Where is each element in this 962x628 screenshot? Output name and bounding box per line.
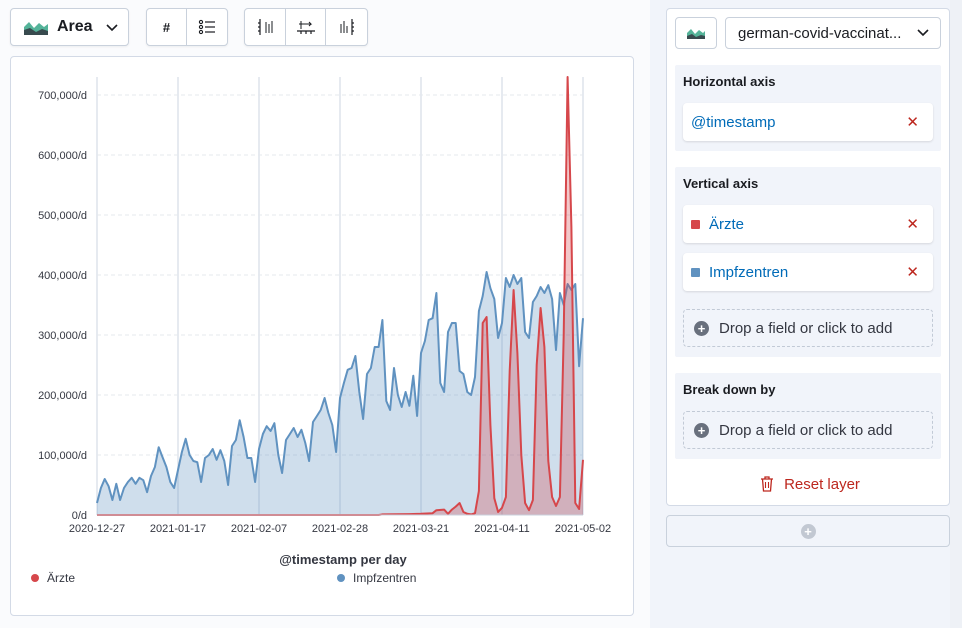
datasource-select[interactable]: german-covid-vaccinat...	[725, 17, 941, 49]
series-line-1[interactable]	[96, 271, 584, 504]
x-tick-label: 2021-04-11	[474, 523, 529, 535]
y-tick-label: 0/d	[72, 510, 87, 522]
axis-left-icon	[257, 19, 273, 35]
reset-layer-button[interactable]: Reset layer	[667, 475, 951, 493]
chart-type-label: Area	[57, 18, 93, 35]
y-tick-label: 100,000/d	[38, 450, 87, 462]
drop-zone-label: Drop a field or click to add	[719, 319, 893, 337]
horizontal-axis-title: Horizontal axis	[683, 74, 776, 89]
remove-icon[interactable]: ✕	[906, 216, 919, 233]
axis-options-group	[244, 8, 368, 46]
x-tick-label: 2021-02-07	[231, 523, 287, 535]
horizontal-axis-field[interactable]: @timestamp ✕	[683, 103, 933, 141]
layer-panel: german-covid-vaccinat... Horizontal axis…	[666, 8, 950, 506]
vertical-axis-section: Vertical axis Ärzte ✕ Impfzentren ✕ + Dr…	[675, 167, 941, 357]
axis-right-icon	[340, 19, 354, 35]
chart-panel: 0/d 100,000/d 200,000/d 300,000/d 400,000/d 5…	[10, 56, 634, 616]
value-labels-button[interactable]: #	[147, 9, 188, 45]
x-tick-label: 2021-03-21	[393, 523, 449, 535]
value-labels-glyph: #	[162, 19, 171, 35]
y-tick-label: 500,000/d	[38, 210, 87, 222]
legend-button[interactable]	[187, 9, 227, 45]
list-icon	[198, 19, 215, 35]
layer-chart-type-button[interactable]	[675, 17, 717, 49]
x-axis-title: @timestamp per day	[279, 552, 407, 567]
x-tick-label: 2021-05-02	[555, 523, 611, 535]
vertical-axis-field-aerzte[interactable]: Ärzte ✕	[683, 205, 933, 243]
reset-layer-label: Reset layer	[784, 475, 860, 493]
remove-icon[interactable]: ✕	[906, 264, 919, 281]
chart-type-button[interactable]: Area	[10, 8, 129, 46]
axis-bottom-icon	[296, 21, 315, 34]
add-icon: +	[694, 320, 709, 336]
add-icon: +	[800, 523, 816, 539]
bottom-axis-button[interactable]	[286, 9, 327, 45]
vertical-axis-field-label: Ärzte	[709, 215, 745, 233]
series-area-1	[97, 272, 583, 515]
legend-item[interactable]: Ärzte	[47, 571, 75, 585]
x-tick-label: 2020-12-27	[69, 523, 125, 535]
y-tick-label: 300,000/d	[38, 330, 87, 342]
legend-swatch	[31, 574, 39, 582]
legend-item[interactable]: Impfzentren	[353, 571, 416, 585]
y-tick-label: 200,000/d	[38, 390, 87, 402]
break-down-drop-zone[interactable]: + Drop a field or click to add	[683, 411, 933, 449]
area-chart[interactable]: 0/d 100,000/d 200,000/d 300,000/d 400,000/d 5…	[11, 57, 633, 615]
vertical-axis-title: Vertical axis	[683, 176, 759, 191]
series-color-swatch	[691, 219, 700, 229]
add-layer-button[interactable]: +	[666, 515, 950, 547]
area-chart-icon	[687, 29, 705, 39]
vertical-axis-field-impfzentren[interactable]: Impfzentren ✕	[683, 253, 933, 291]
break-down-title: Break down by	[683, 382, 776, 397]
chevron-down-icon	[917, 29, 929, 37]
legend-swatch	[337, 574, 345, 582]
vertical-axis-field-label: Impfzentren	[709, 263, 789, 281]
series-color-swatch	[691, 267, 700, 277]
left-axis-button[interactable]	[245, 9, 286, 45]
y-tick-label: 700,000/d	[38, 90, 87, 102]
x-tick-label: 2021-02-28	[312, 523, 368, 535]
y-tick-label: 600,000/d	[38, 150, 87, 162]
y-tick-label: 400,000/d	[38, 270, 87, 282]
series-line-0[interactable]	[97, 76, 584, 516]
vertical-axis-drop-zone[interactable]: + Drop a field or click to add	[683, 309, 933, 347]
scrollbar[interactable]	[950, 0, 962, 628]
drop-zone-label: Drop a field or click to add	[719, 421, 893, 439]
right-axis-button[interactable]	[326, 9, 367, 45]
display-options-group: #	[146, 8, 228, 46]
horizontal-axis-section: Horizontal axis @timestamp ✕	[675, 65, 941, 151]
chevron-down-icon	[106, 24, 118, 32]
add-icon: +	[694, 422, 709, 438]
horizontal-axis-field-label: @timestamp	[691, 113, 776, 131]
x-tick-label: 2021-01-17	[150, 523, 206, 535]
trash-icon	[761, 476, 774, 492]
area-chart-icon	[24, 22, 48, 35]
datasource-label: german-covid-vaccinat...	[738, 24, 902, 42]
break-down-section: Break down by + Drop a field or click to…	[675, 373, 941, 459]
remove-icon[interactable]: ✕	[906, 114, 919, 131]
